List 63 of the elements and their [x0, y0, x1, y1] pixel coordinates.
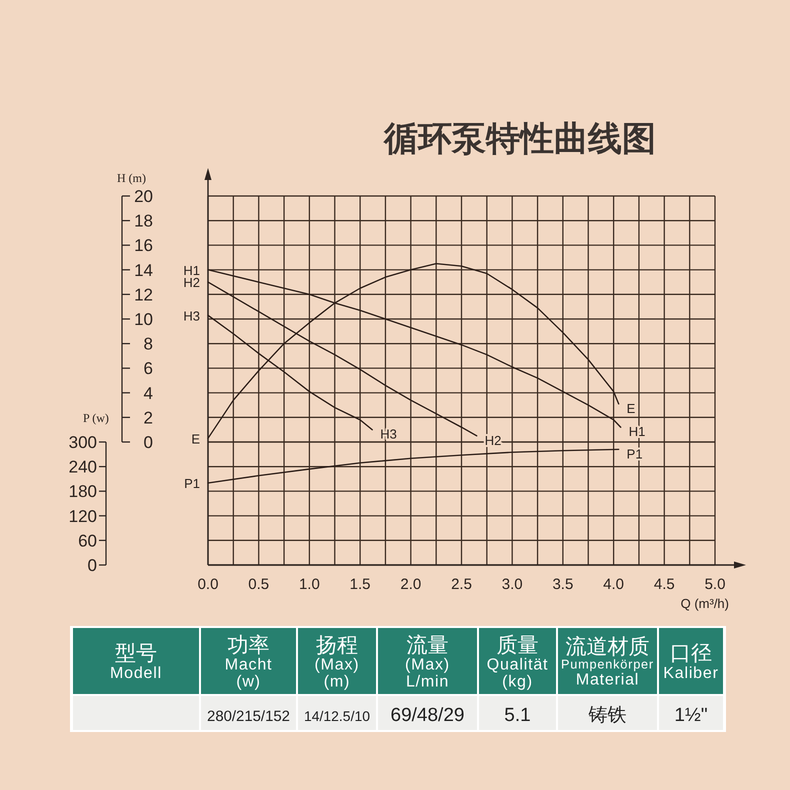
- y-tick-label: 10: [134, 310, 153, 329]
- table-header: 流道材质: [566, 635, 650, 658]
- y-tick-label: 14: [134, 260, 153, 280]
- series-label: P1: [184, 476, 200, 491]
- x-tick-label: 0.5: [248, 576, 270, 593]
- y2-tick-label: 180: [68, 482, 97, 502]
- x-tick-label: 2.5: [451, 576, 472, 593]
- table-header: Pumpenkörper: [561, 656, 654, 672]
- table-header: Kaliber: [663, 664, 719, 682]
- x-tick-label: 3.0: [502, 576, 523, 593]
- x-tick-label: 3.5: [552, 576, 574, 593]
- y-tick-label: 8: [144, 334, 153, 354]
- series-label: E: [191, 431, 200, 446]
- table-header: (Max): [314, 656, 360, 674]
- y-tick-label: 18: [134, 212, 153, 231]
- y-tick-label: 0: [144, 433, 153, 452]
- table-header: 质量: [496, 634, 538, 657]
- table-cell-text: 铸铁: [588, 705, 626, 726]
- table-cell-text: 1½": [674, 705, 708, 726]
- table-header: 功率: [228, 634, 270, 657]
- table-header: (w): [236, 673, 261, 690]
- y2-tick-label: 0: [88, 556, 97, 575]
- y-axis-title: H (m): [117, 171, 146, 185]
- series-label: H1: [183, 262, 200, 278]
- table-header: L/min: [406, 673, 450, 690]
- x-tick-label: 4.0: [603, 576, 624, 593]
- table-header: 流量: [406, 634, 448, 657]
- y-tick-label: 20: [134, 187, 153, 206]
- y2-tick-label: 240: [68, 458, 97, 477]
- table-cell-text: 69/48/29: [390, 705, 464, 726]
- y-tick-label: 4: [144, 384, 153, 403]
- table-header: Qualität: [486, 656, 548, 674]
- table-header: (m): [324, 673, 350, 690]
- y2-tick-label: 120: [68, 506, 97, 526]
- y-tick-label: 12: [134, 285, 153, 304]
- series-label: E: [626, 400, 636, 416]
- table-header: Material: [576, 672, 640, 689]
- y-tick-label: 6: [144, 359, 153, 378]
- table-header: 扬程: [316, 634, 358, 657]
- table-cell-text: 14/12.5/10: [304, 708, 370, 724]
- series-label: H3: [183, 308, 200, 324]
- y2-tick-label: 60: [78, 531, 97, 550]
- table-header: (kg): [502, 673, 533, 690]
- x-tick-label: 1.5: [350, 576, 371, 593]
- table-header: 口径: [670, 642, 712, 666]
- table-header: Macht: [224, 656, 272, 674]
- table-cell-text: 5.1: [504, 705, 531, 726]
- table-cell-text: 280/215/152: [207, 708, 290, 725]
- x-tick-label: 5.0: [704, 576, 726, 593]
- table-header: 型号: [115, 642, 157, 666]
- series-label: H2: [183, 275, 200, 290]
- x-tick-label: 1.0: [298, 576, 320, 593]
- table-header: Modell: [110, 664, 162, 682]
- y-tick-label: 2: [144, 408, 153, 428]
- y2-tick-label: 300: [68, 433, 97, 452]
- x-axis-title: Q (m³/h): [680, 596, 729, 611]
- x-tick-label: 2.0: [400, 576, 422, 593]
- table-header: (Max): [405, 656, 450, 674]
- x-tick-label: 0.0: [198, 576, 218, 593]
- chart-title: 循环泵特性曲线图: [384, 120, 656, 158]
- y-tick-label: 16: [134, 236, 153, 256]
- y2-axis-title: P (w): [83, 411, 109, 425]
- x-tick-label: 4.5: [654, 576, 675, 593]
